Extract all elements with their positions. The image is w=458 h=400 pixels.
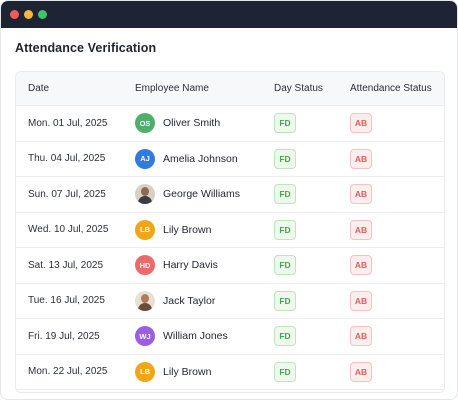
attendance-status-badge[interactable]: AB <box>350 219 372 240</box>
attendance-status-badge[interactable]: AB <box>350 184 372 205</box>
avatar-head-shape <box>141 187 149 197</box>
day-status-badge: FD <box>274 290 296 311</box>
avatar-head-shape <box>141 293 149 303</box>
table-row[interactable]: Sun. 07 Jul, 2025 George Williams FD AB <box>16 177 444 213</box>
day-status-cell: FD <box>274 319 296 354</box>
employee-name: Lily Brown <box>163 223 212 236</box>
employee-name: Amelia Johnson <box>163 152 238 165</box>
attendance-status-cell: AB <box>350 355 372 390</box>
avatar-initials: AJ <box>135 148 155 169</box>
date-cell: Mon. 01 Jul, 2025 <box>28 117 108 129</box>
day-status-cell: FD <box>274 106 296 141</box>
close-window-icon[interactable] <box>10 10 19 19</box>
attendance-table: Date Employee Name Day Status Attendance… <box>15 71 445 393</box>
table-row[interactable]: Mon. 22 Jul, 2025 LB Lily Brown FD AB <box>16 355 444 390</box>
attendance-status-badge[interactable]: AB <box>350 290 372 311</box>
employee-cell: WJ William Jones <box>135 319 228 354</box>
table-row[interactable]: Wed. 10 Jul, 2025 LB Lily Brown FD AB <box>16 213 444 248</box>
attendance-status-badge[interactable]: AB <box>350 255 372 276</box>
avatar-body-shape <box>138 302 152 311</box>
day-status-badge: FD <box>274 361 296 382</box>
avatar-photo <box>135 290 155 311</box>
day-status-cell: FD <box>274 142 296 177</box>
attendance-status-cell: AB <box>350 213 372 248</box>
day-status-badge: FD <box>274 184 296 205</box>
date-cell: Sun. 07 Jul, 2025 <box>28 188 106 200</box>
day-status-badge: FD <box>274 113 296 134</box>
employee-name: George Williams <box>163 188 241 201</box>
attendance-status-badge[interactable]: AB <box>350 361 372 382</box>
employee-name: Oliver Smith <box>163 117 221 130</box>
attendance-status-cell: AB <box>350 142 372 177</box>
avatar-photo <box>135 184 155 205</box>
employee-name: Lily Brown <box>163 365 212 378</box>
attendance-status-cell: AB <box>350 248 372 283</box>
table-row[interactable]: Thu. 04 Jul, 2025 AJ Amelia Johnson FD AB <box>16 142 444 177</box>
table-header-row: Date Employee Name Day Status Attendance… <box>16 72 444 106</box>
column-header-employee[interactable]: Employee Name <box>135 83 209 94</box>
page-title: Attendance Verification <box>15 41 157 55</box>
employee-name: William Jones <box>163 330 228 343</box>
table-row[interactable]: Fri. 19 Jul, 2025 WJ William Jones FD AB <box>16 319 444 355</box>
employee-name: Jack Taylor <box>163 294 216 307</box>
attendance-status-cell: AB <box>350 284 372 319</box>
date-cell: Wed. 10 Jul, 2025 <box>28 224 109 236</box>
day-status-cell: FD <box>274 355 296 390</box>
employee-cell: Jack Taylor <box>135 284 215 319</box>
employee-cell: George Williams <box>135 177 240 212</box>
avatar-body-shape <box>138 196 152 205</box>
minimize-window-icon[interactable] <box>24 10 33 19</box>
day-status-cell: FD <box>274 248 296 283</box>
maximize-window-icon[interactable] <box>38 10 47 19</box>
avatar-initials: LB <box>135 361 155 382</box>
employee-cell: LB Lily Brown <box>135 355 211 390</box>
day-status-badge: FD <box>274 219 296 240</box>
employee-cell: LB Lily Brown <box>135 213 211 248</box>
day-status-badge: FD <box>274 326 296 347</box>
employee-cell: AJ Amelia Johnson <box>135 142 238 177</box>
day-status-badge: FD <box>274 255 296 276</box>
day-status-cell: FD <box>274 213 296 248</box>
attendance-status-cell: AB <box>350 106 372 141</box>
date-cell: Mon. 22 Jul, 2025 <box>28 366 108 378</box>
column-header-attendance-status[interactable]: Attendance Status <box>350 83 432 94</box>
date-cell: Fri. 19 Jul, 2025 <box>28 330 100 342</box>
avatar-initials: LB <box>135 219 155 240</box>
table-row[interactable]: Tue. 16 Jul, 2025 Jack Taylor FD AB <box>16 284 444 319</box>
date-cell: Thu. 04 Jul, 2025 <box>28 153 106 165</box>
employee-name: Harry Davis <box>163 259 218 272</box>
avatar-initials: WJ <box>135 326 155 347</box>
window-titlebar <box>1 1 457 28</box>
date-cell: Tue. 16 Jul, 2025 <box>28 295 105 307</box>
attendance-status-badge[interactable]: AB <box>350 148 372 169</box>
attendance-status-badge[interactable]: AB <box>350 113 372 134</box>
day-status-cell: FD <box>274 284 296 319</box>
day-status-cell: FD <box>274 177 296 212</box>
attendance-status-badge[interactable]: AB <box>350 326 372 347</box>
avatar-initials: OS <box>135 113 155 134</box>
column-header-day-status[interactable]: Day Status <box>274 83 323 94</box>
employee-cell: HD Harry Davis <box>135 248 218 283</box>
table-row[interactable]: Sat. 13 Jul, 2025 HD Harry Davis FD AB <box>16 248 444 284</box>
employee-cell: OS Oliver Smith <box>135 106 220 141</box>
attendance-status-cell: AB <box>350 177 372 212</box>
day-status-badge: FD <box>274 148 296 169</box>
avatar-initials: HD <box>135 255 155 276</box>
date-cell: Sat. 13 Jul, 2025 <box>28 259 104 271</box>
attendance-status-cell: AB <box>350 319 372 354</box>
column-header-date[interactable]: Date <box>28 83 50 94</box>
table-row[interactable]: Mon. 01 Jul, 2025 OS Oliver Smith FD AB <box>16 106 444 142</box>
